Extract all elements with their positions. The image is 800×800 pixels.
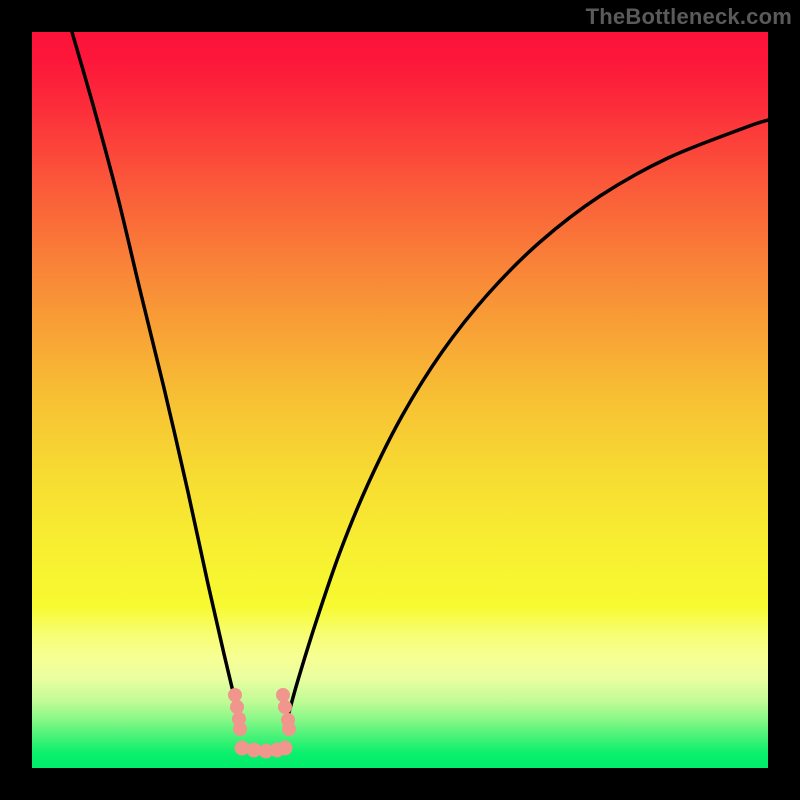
- watermark-text: TheBottleneck.com: [586, 4, 792, 30]
- gradient-background: [32, 32, 768, 768]
- outer-frame: TheBottleneck.com: [0, 0, 800, 800]
- marker-bead: [228, 688, 242, 702]
- plot-svg: [32, 32, 768, 768]
- marker-bead: [233, 722, 247, 736]
- marker-bead: [230, 700, 244, 714]
- marker-bead: [282, 722, 296, 736]
- marker-bead: [278, 741, 293, 756]
- plot-area: [32, 32, 768, 768]
- marker-bead: [276, 688, 290, 702]
- marker-bead: [278, 700, 292, 714]
